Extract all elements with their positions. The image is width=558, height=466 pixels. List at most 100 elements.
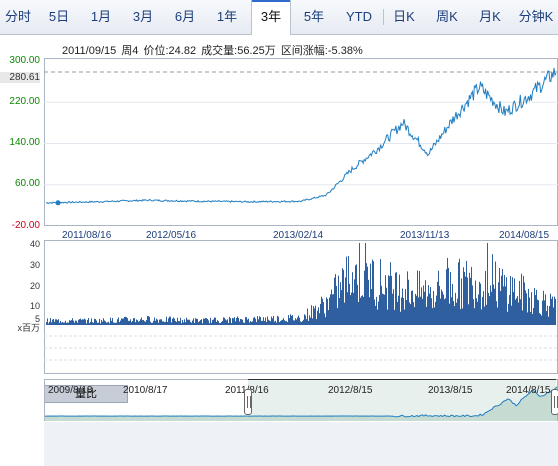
tab-9[interactable]: 日K: [393, 9, 415, 24]
range-navigator[interactable]: [44, 379, 558, 421]
volume-bar: [161, 319, 162, 325]
volume-bar: [499, 267, 500, 325]
volume-bar: [67, 322, 68, 325]
volume-bar: [304, 314, 305, 325]
volume-bar: [529, 297, 530, 325]
tab-10[interactable]: 周K: [436, 9, 458, 24]
volume-bar: [225, 319, 226, 325]
volume-bar: [151, 322, 152, 325]
volume-bar: [277, 315, 278, 325]
volume-bar: [360, 297, 361, 325]
volume-bar: [108, 321, 109, 325]
volume-bar: [140, 319, 141, 325]
volume-bar: [511, 305, 512, 325]
tab-4[interactable]: 6月: [174, 9, 196, 24]
tab-3[interactable]: 3月: [132, 9, 154, 24]
volume-bar: [124, 317, 125, 325]
tab-12[interactable]: 分钟K: [518, 9, 554, 24]
volume-bar: [69, 320, 70, 325]
tab-0[interactable]: 分时: [4, 9, 31, 24]
volume-bar: [334, 277, 335, 325]
volume-bar: [332, 294, 333, 325]
volume-bar: [549, 306, 550, 325]
volume-bar: [265, 317, 266, 325]
volume-bar: [342, 268, 343, 325]
volume-bar: [337, 308, 338, 325]
volume-bar: [224, 317, 225, 325]
tab-11[interactable]: 月K: [479, 9, 501, 24]
volume-bar: [234, 317, 235, 325]
date-tick-label: 2011/08/16: [62, 230, 112, 241]
volume-bar: [326, 297, 327, 325]
volume-bar: [457, 298, 458, 325]
volume-bar: [440, 298, 441, 325]
tab-5[interactable]: 1年: [216, 9, 238, 24]
tab-7[interactable]: 5年: [303, 9, 325, 24]
tab-6[interactable]: 3年: [251, 0, 291, 35]
volume-bar: [152, 322, 153, 325]
volume-bar: [269, 320, 270, 325]
volume-bar: [191, 322, 192, 325]
volume-tick-label: 40: [29, 239, 40, 249]
volume-bar: [419, 271, 420, 325]
volume-bar: [250, 321, 251, 325]
volume-bar: [362, 295, 363, 325]
volume-bar: [260, 317, 261, 325]
volume-bar: [340, 282, 341, 325]
volume-bar: [81, 319, 82, 325]
volume-bar: [181, 323, 182, 325]
volume-bar: [296, 319, 297, 325]
info-date: 2011/09/15: [62, 45, 117, 57]
volume-bar: [300, 321, 301, 325]
volume-bar: [425, 280, 426, 325]
volume-bar: [551, 298, 552, 325]
volume-bar: [55, 319, 56, 325]
volume-bar: [117, 319, 118, 325]
volume-bar: [291, 315, 292, 325]
volume-bar: [428, 285, 429, 325]
volume-bar: [455, 292, 456, 325]
volume-bar: [190, 321, 191, 325]
volume-bar: [212, 319, 213, 325]
volume-bar: [463, 267, 464, 325]
volume-bar: [58, 319, 59, 325]
volume-bar: [264, 320, 265, 325]
volume-bar: [211, 322, 212, 325]
volume-bar: [188, 319, 189, 325]
volume-bar: [319, 313, 320, 325]
volume-bar: [513, 292, 514, 325]
date-tick-label: 2013/02/14: [273, 230, 324, 241]
navigator-right-handle[interactable]: [551, 389, 558, 415]
tab-2[interactable]: 1月: [90, 9, 112, 24]
volume-bar: [420, 296, 421, 325]
volume-bar: [539, 313, 540, 325]
volume-bar: [189, 319, 190, 325]
volume-bar: [450, 272, 451, 325]
indicator-tab[interactable]: 量比: [44, 385, 128, 403]
volume-bar: [498, 282, 499, 325]
volume-bar: [155, 320, 156, 325]
volume-bar: [409, 302, 410, 325]
volume-bar: [396, 272, 397, 325]
volume-bar: [519, 280, 520, 325]
volume-bar: [333, 294, 334, 325]
volume-bar: [372, 259, 373, 325]
volume-bar: [365, 243, 366, 325]
navigator-scrollbar[interactable]: [44, 422, 558, 466]
volume-bar: [163, 321, 164, 325]
volume-bar: [237, 316, 238, 325]
price-chart[interactable]: [44, 58, 558, 226]
volume-bar: [170, 316, 171, 325]
volume-bar: [226, 320, 227, 325]
volume-bar: [79, 319, 80, 325]
volume-bar: [134, 318, 135, 325]
volume-bar: [397, 301, 398, 325]
volume-bar: [323, 302, 324, 325]
navigator-left-handle[interactable]: [244, 389, 252, 415]
volume-chart[interactable]: [44, 240, 558, 374]
volume-bar: [316, 319, 317, 325]
tab-8[interactable]: YTD: [346, 9, 372, 24]
volume-bar: [76, 320, 77, 325]
volume-bar: [492, 254, 493, 325]
tab-1[interactable]: 5日: [48, 9, 70, 24]
